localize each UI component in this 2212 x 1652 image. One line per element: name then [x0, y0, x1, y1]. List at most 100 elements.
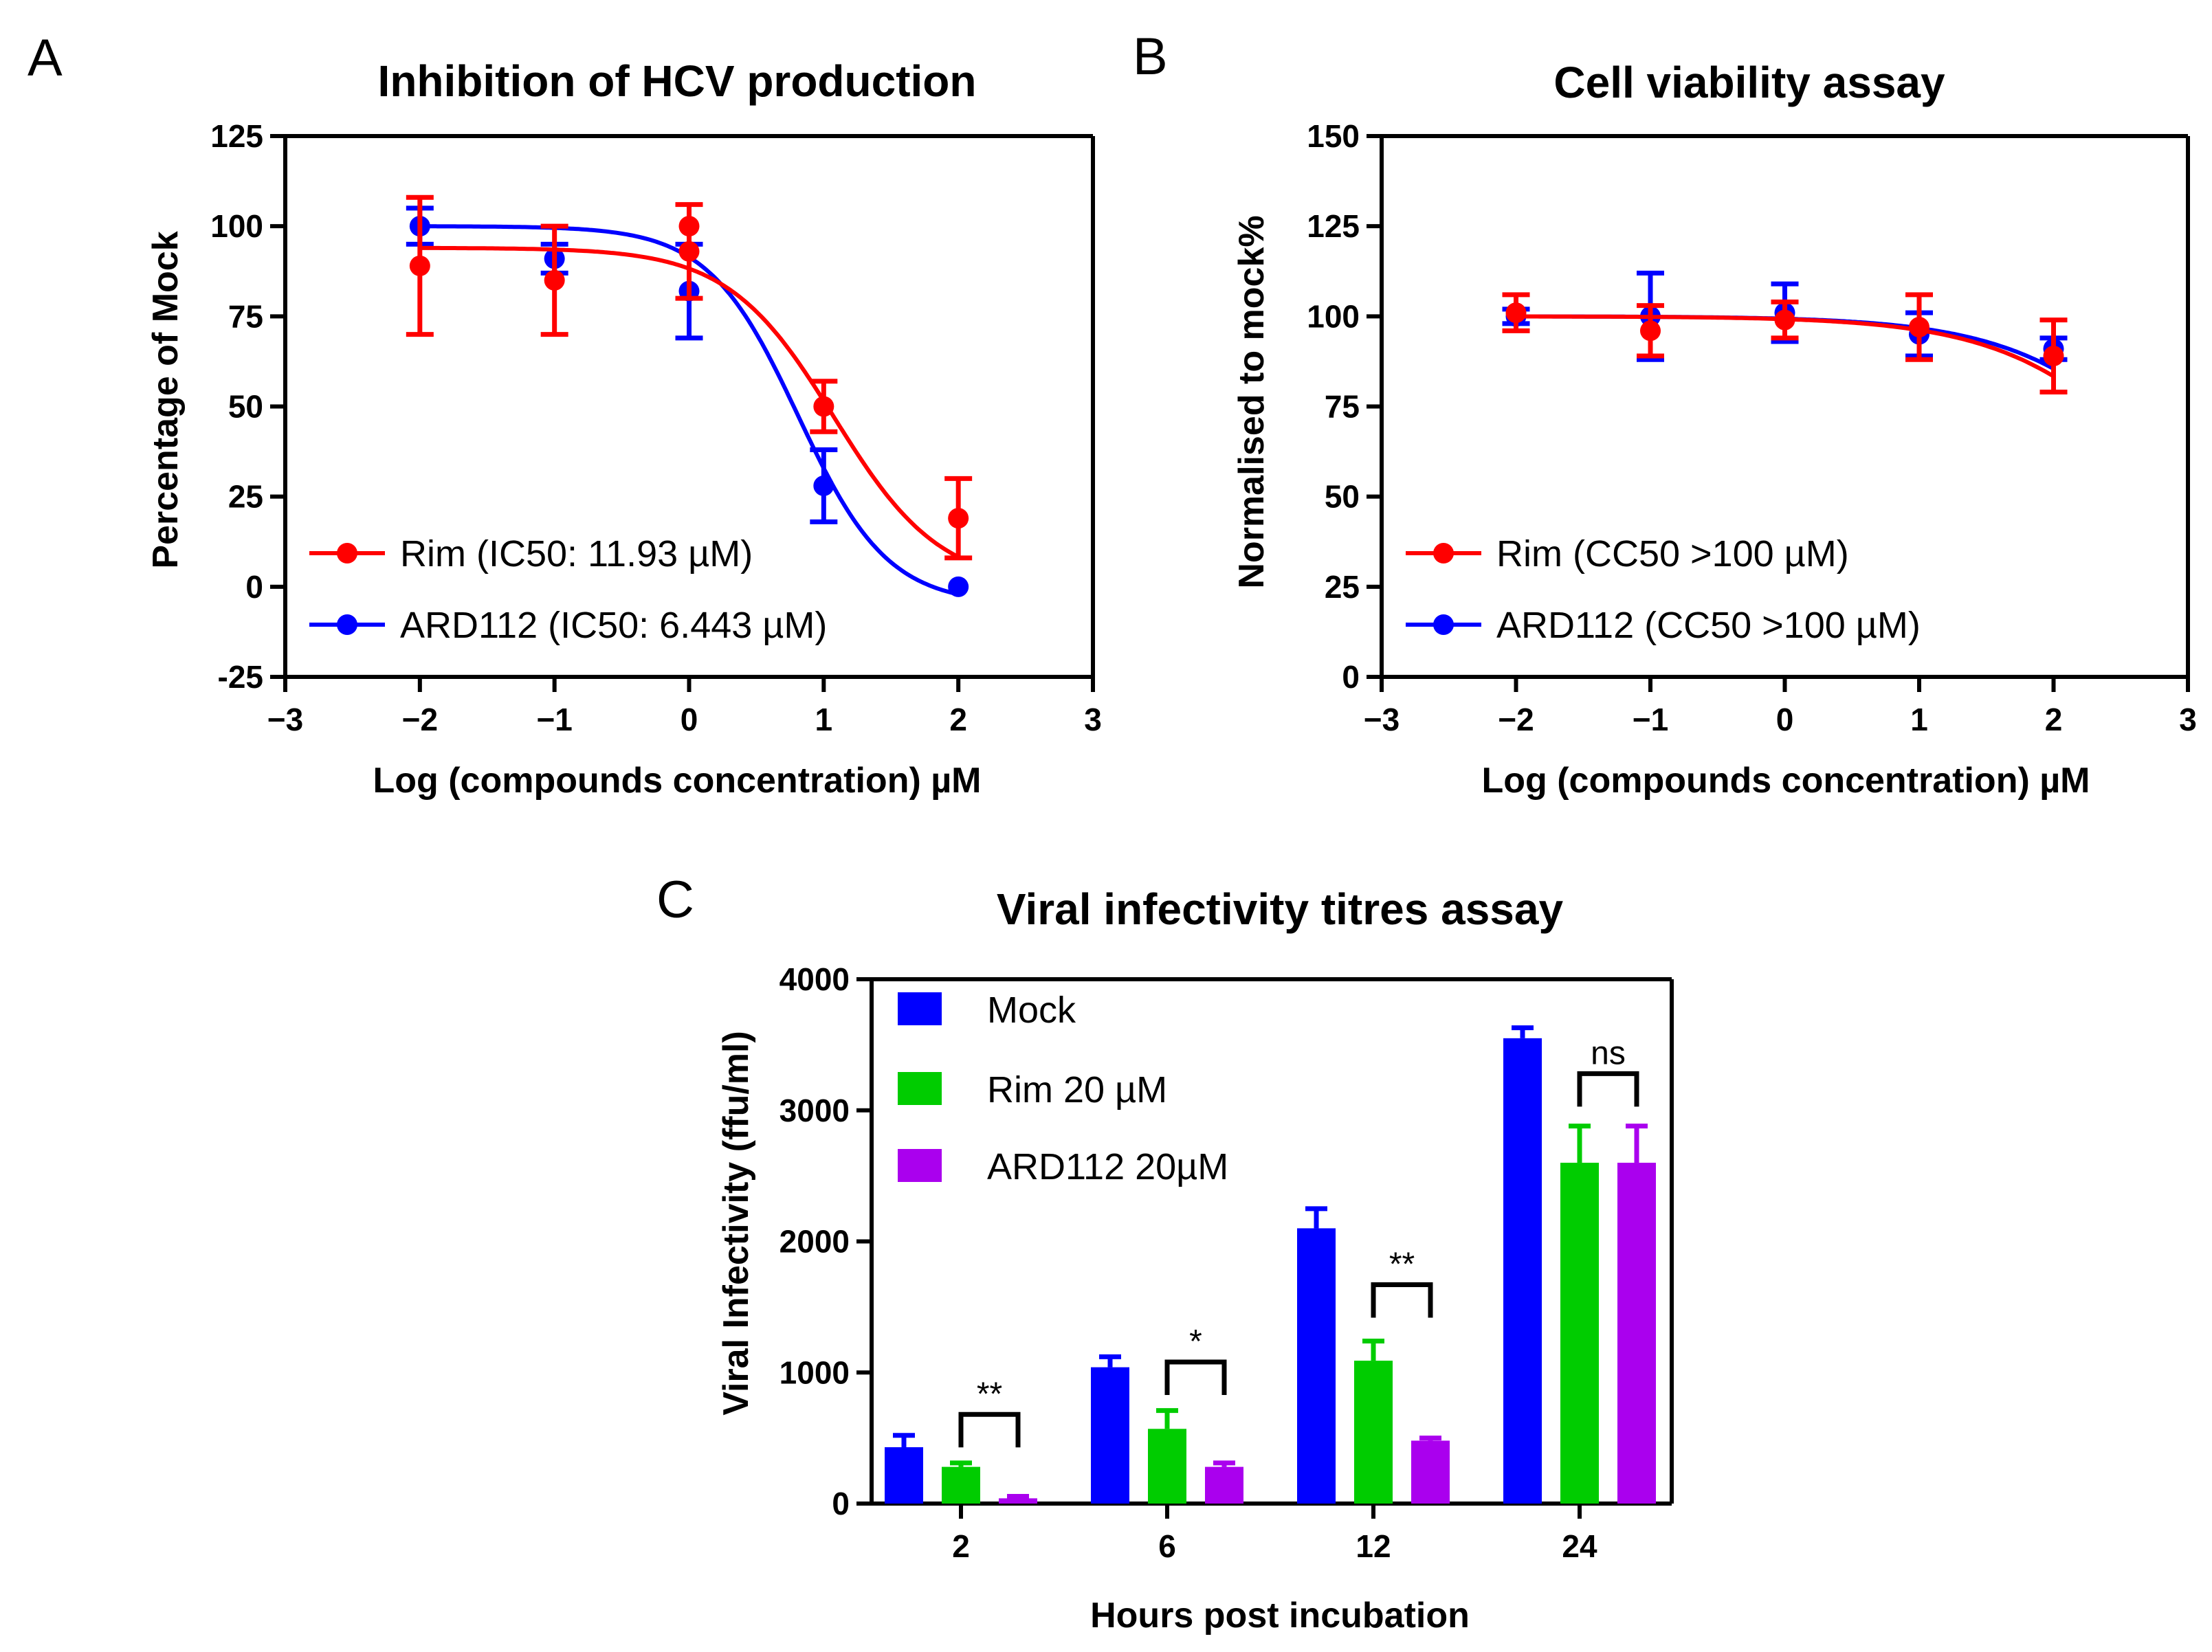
panel-b-letter: B — [1133, 27, 1168, 86]
panel-b-series-rim-point — [1774, 309, 1795, 331]
panel-a-series-ard112-point — [813, 475, 834, 496]
panel-b-ytick-label: 150 — [1307, 118, 1360, 154]
panel-b-legend-marker — [1433, 614, 1454, 635]
panel-c-xtick-label: 6 — [1158, 1528, 1176, 1564]
panel-a-ytick-label: 50 — [228, 389, 263, 425]
panel-c-legend-swatch — [898, 1149, 942, 1182]
panel-c-ytick-label: 3000 — [779, 1093, 850, 1128]
panel-c-ytick-label: 1000 — [779, 1354, 850, 1390]
panel-b-xtick-label: −3 — [1364, 702, 1400, 737]
panel-a-xtick-label: −2 — [402, 702, 438, 737]
panel-c-significance-label: ** — [1389, 1246, 1415, 1282]
panel-c-bar-mock — [1297, 1228, 1336, 1504]
panel-a-ytick-label: 125 — [210, 118, 263, 154]
panel-b-ytick-label: 0 — [1342, 659, 1360, 695]
panel-a-ytick-label: 75 — [228, 298, 263, 334]
panel-a-xlabel: Log (compounds concentration) µM — [373, 761, 981, 801]
panel-b-title: Cell viability assay — [1553, 58, 1945, 107]
panel-c-xtick-label: 12 — [1356, 1528, 1391, 1564]
panel-a: A Inhibition of HCV production Log (comp… — [27, 29, 1102, 801]
panel-c-ytick-label: 4000 — [779, 961, 850, 997]
panel-c-significance-bracket — [958, 1411, 1021, 1448]
panel-b-series-rim-point — [2043, 346, 2064, 367]
panel-a-xtick-label: 1 — [815, 702, 833, 737]
panel-a-plot-area: -25 0 25 50 75 100 125 −3 −2 −1 0 1 2 3 Rim (IC50: 11.… — [210, 118, 1102, 737]
panel-c-significance-bracket — [1164, 1359, 1227, 1395]
panel-a-legend-label: ARD112 (IC50: 6.443 µM) — [400, 605, 827, 646]
panel-c-legend-label: Rim 20 µM — [987, 1069, 1167, 1110]
panel-c-significance-bracket — [1371, 1282, 1433, 1318]
panel-a-ytick-label: 0 — [245, 569, 263, 605]
panel-b-ytick-label: 75 — [1325, 389, 1360, 425]
panel-b-legend-marker — [1433, 543, 1454, 563]
panel-c-bar-rim-20-m — [1354, 1361, 1393, 1504]
panel-b-legend-label: ARD112 (CC50 >100 µM) — [1496, 605, 1921, 646]
panel-c-significance-bracket — [1577, 1071, 1639, 1107]
panel-a-xtick-label: −1 — [536, 702, 572, 737]
panel-c-bar-mock — [1503, 1038, 1542, 1504]
panel-b-plot-area: 0 25 50 75 100 125 150 −3 −2 −1 0 1 2 3 Rim (CC50 >100… — [1307, 118, 2197, 737]
panel-b-xtick-label: −1 — [1633, 702, 1668, 737]
panel-a-xtick-label: 2 — [949, 702, 967, 737]
panel-a-xtick-label: 3 — [1084, 702, 1102, 737]
panel-a-ytick-label: 100 — [210, 208, 263, 244]
panel-b-series-rim-point — [1640, 320, 1661, 342]
panel-b-ytick-label: 50 — [1325, 479, 1360, 515]
panel-a-xtick-label: −3 — [267, 702, 303, 737]
panel-b-ytick-label: 25 — [1325, 569, 1360, 605]
panel-b-ylabel: Normalised to mock% — [1232, 215, 1272, 588]
panel-c-legend-swatch — [898, 992, 942, 1025]
panel-c-bar-mock — [885, 1447, 923, 1504]
panel-b-series-rim-point — [1909, 317, 1929, 338]
panel-a-series-ard112-point — [948, 576, 969, 597]
panel-c-bar-mock — [1091, 1367, 1129, 1504]
panel-c-legend-label: Mock — [987, 990, 1076, 1031]
panel-a-letter: A — [27, 29, 63, 87]
panel-b-legend-label: Rim (CC50 >100 µM) — [1496, 533, 1849, 574]
panel-b-xlabel: Log (compounds concentration) µM — [1481, 761, 2090, 801]
panel-a-series-rim-point — [544, 269, 565, 291]
panel-b-xtick-label: 3 — [2179, 702, 2197, 737]
panel-a-ylabel: Percentage of Mock — [146, 231, 186, 568]
panel-c-significance-label: ** — [977, 1376, 1002, 1412]
panel-b-series-rim-point — [1505, 302, 1527, 324]
panel-c-significance-label: ns — [1591, 1035, 1626, 1071]
panel-c-bar-rim-20-m — [1560, 1163, 1599, 1504]
panel-c-letter: C — [656, 871, 694, 929]
panel-c-ylabel: Viral Infectivity (ffu/ml) — [716, 1031, 756, 1416]
panel-b: B Cell viability assay Log (compounds co… — [1133, 27, 2197, 801]
panel-c-title: Viral infectivity titres assay — [997, 884, 1564, 934]
panel-c-bar-ard112-20-m — [999, 1498, 1037, 1504]
panel-a-title: Inhibition of HCV production — [378, 56, 977, 106]
panel-c: C Viral infectivity titres assay Hours p… — [656, 871, 1674, 1636]
panel-a-series-rim-point — [678, 241, 700, 262]
panel-a-xtick-label: 0 — [681, 702, 698, 737]
panel-a-ytick-label: -25 — [218, 659, 263, 695]
panel-a-ytick-label: 25 — [228, 479, 263, 515]
panel-a-legend-label: Rim (IC50: 11.93 µM) — [400, 533, 753, 574]
panel-c-xtick-label: 2 — [952, 1528, 970, 1564]
panel-b-xtick-label: 0 — [1776, 702, 1794, 737]
panel-c-xtick-label: 24 — [1562, 1528, 1597, 1564]
panel-c-ytick-label: 0 — [832, 1486, 850, 1521]
panel-c-bar-rim-20-m — [942, 1466, 980, 1504]
panel-a-series-rim-point — [948, 508, 969, 529]
panel-a-legend-marker — [337, 614, 357, 635]
panel-c-xlabel: Hours post incubation — [1090, 1596, 1470, 1636]
panel-a-legend-marker — [337, 543, 357, 563]
panel-a-series-rim-point — [678, 216, 700, 237]
panel-b-xtick-label: 1 — [1910, 702, 1928, 737]
panel-c-legend-swatch — [898, 1072, 942, 1105]
panel-a-series-rim-point — [813, 396, 834, 417]
panel-c-bar-rim-20-m — [1148, 1429, 1186, 1504]
panel-b-xtick-label: −2 — [1498, 702, 1534, 737]
panel-b-ytick-label: 125 — [1307, 208, 1360, 244]
panel-c-bar-ard112-20-m — [1411, 1440, 1450, 1504]
panel-a-series-rim-point — [409, 255, 430, 276]
panel-c-bar-ard112-20-m — [1205, 1466, 1243, 1504]
panel-b-ytick-label: 100 — [1307, 298, 1360, 334]
panel-c-significance-label: * — [1189, 1324, 1202, 1360]
panel-c-ytick-label: 2000 — [779, 1224, 850, 1260]
